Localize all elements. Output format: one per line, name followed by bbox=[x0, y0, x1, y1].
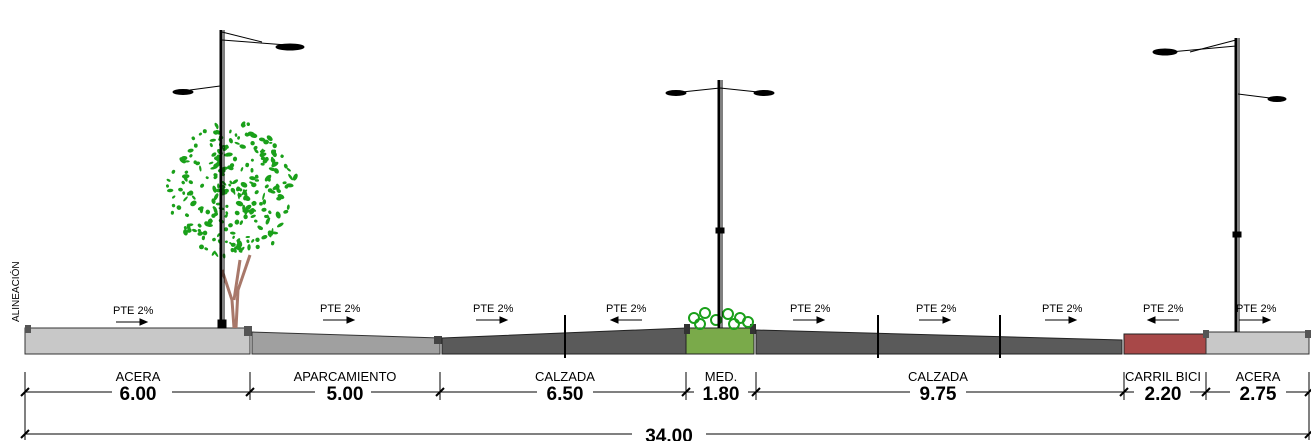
segment-width: 5.00 bbox=[327, 384, 364, 405]
curb-acera-edge bbox=[244, 326, 252, 336]
street-light-left bbox=[172, 30, 305, 329]
segment-name: MED. bbox=[705, 369, 738, 384]
slope-arrows bbox=[116, 316, 1272, 326]
segment-name: ACERA bbox=[116, 369, 161, 384]
slope-label: PTE 2% bbox=[790, 303, 831, 315]
segment-name: CARRIL BICI bbox=[1125, 369, 1201, 384]
segment-name: APARCAMIENTO bbox=[294, 369, 397, 384]
slope-label: PTE 2% bbox=[113, 305, 154, 317]
street-light-right bbox=[1152, 38, 1287, 332]
curb-right bbox=[1305, 330, 1311, 338]
segment-aparcamiento bbox=[251, 331, 441, 355]
segment-name: CALZADA bbox=[908, 369, 968, 384]
curb-median-right bbox=[750, 324, 756, 334]
slope-label: PTE 2% bbox=[1042, 303, 1083, 315]
slope-label: PTE 2% bbox=[606, 303, 647, 315]
curb-aparcamiento bbox=[434, 336, 442, 344]
segment-width: 6.50 bbox=[547, 384, 584, 405]
pavement bbox=[24, 324, 1311, 355]
slope-label: PTE 2% bbox=[916, 303, 957, 315]
segment-width: 2.75 bbox=[1240, 384, 1277, 405]
segment-width: 6.00 bbox=[120, 384, 157, 405]
segment-width: 9.75 bbox=[920, 384, 957, 405]
segment-name: CALZADA bbox=[535, 369, 595, 384]
segment-median bbox=[685, 327, 755, 355]
alineacion-label: ALINEACIÓN bbox=[9, 261, 22, 322]
tree-icon bbox=[165, 121, 298, 329]
slope-label: PTE 2% bbox=[1143, 303, 1184, 315]
segment-calzada-2 bbox=[755, 329, 1123, 355]
curb-median-left bbox=[684, 324, 690, 334]
slope-labels: PTE 2% PTE 2% PTE 2% PTE 2% PTE 2% PTE 2… bbox=[113, 303, 1277, 317]
segment-labels: ACERA 6.00 APARCAMIENTO 5.00 CALZADA 6.5… bbox=[112, 369, 1286, 441]
lane-markings bbox=[564, 315, 1001, 358]
slope-label: PTE 2% bbox=[1236, 303, 1277, 315]
segment-carril-bici bbox=[1123, 333, 1207, 355]
slope-label: PTE 2% bbox=[320, 303, 361, 315]
curb-acera-right-edge bbox=[1203, 330, 1209, 338]
segment-name: ACERA bbox=[1236, 369, 1281, 384]
segment-width: 1.80 bbox=[703, 384, 740, 405]
segment-acera-right bbox=[1205, 331, 1310, 355]
street-light-median bbox=[665, 80, 775, 328]
segment-acera-left bbox=[24, 327, 251, 355]
slope-label: PTE 2% bbox=[473, 303, 514, 315]
segment-width: 2.20 bbox=[1145, 384, 1182, 405]
median-shrub-icon bbox=[688, 307, 754, 330]
curb-left bbox=[25, 325, 31, 333]
total-width: 34.00 bbox=[645, 426, 693, 441]
